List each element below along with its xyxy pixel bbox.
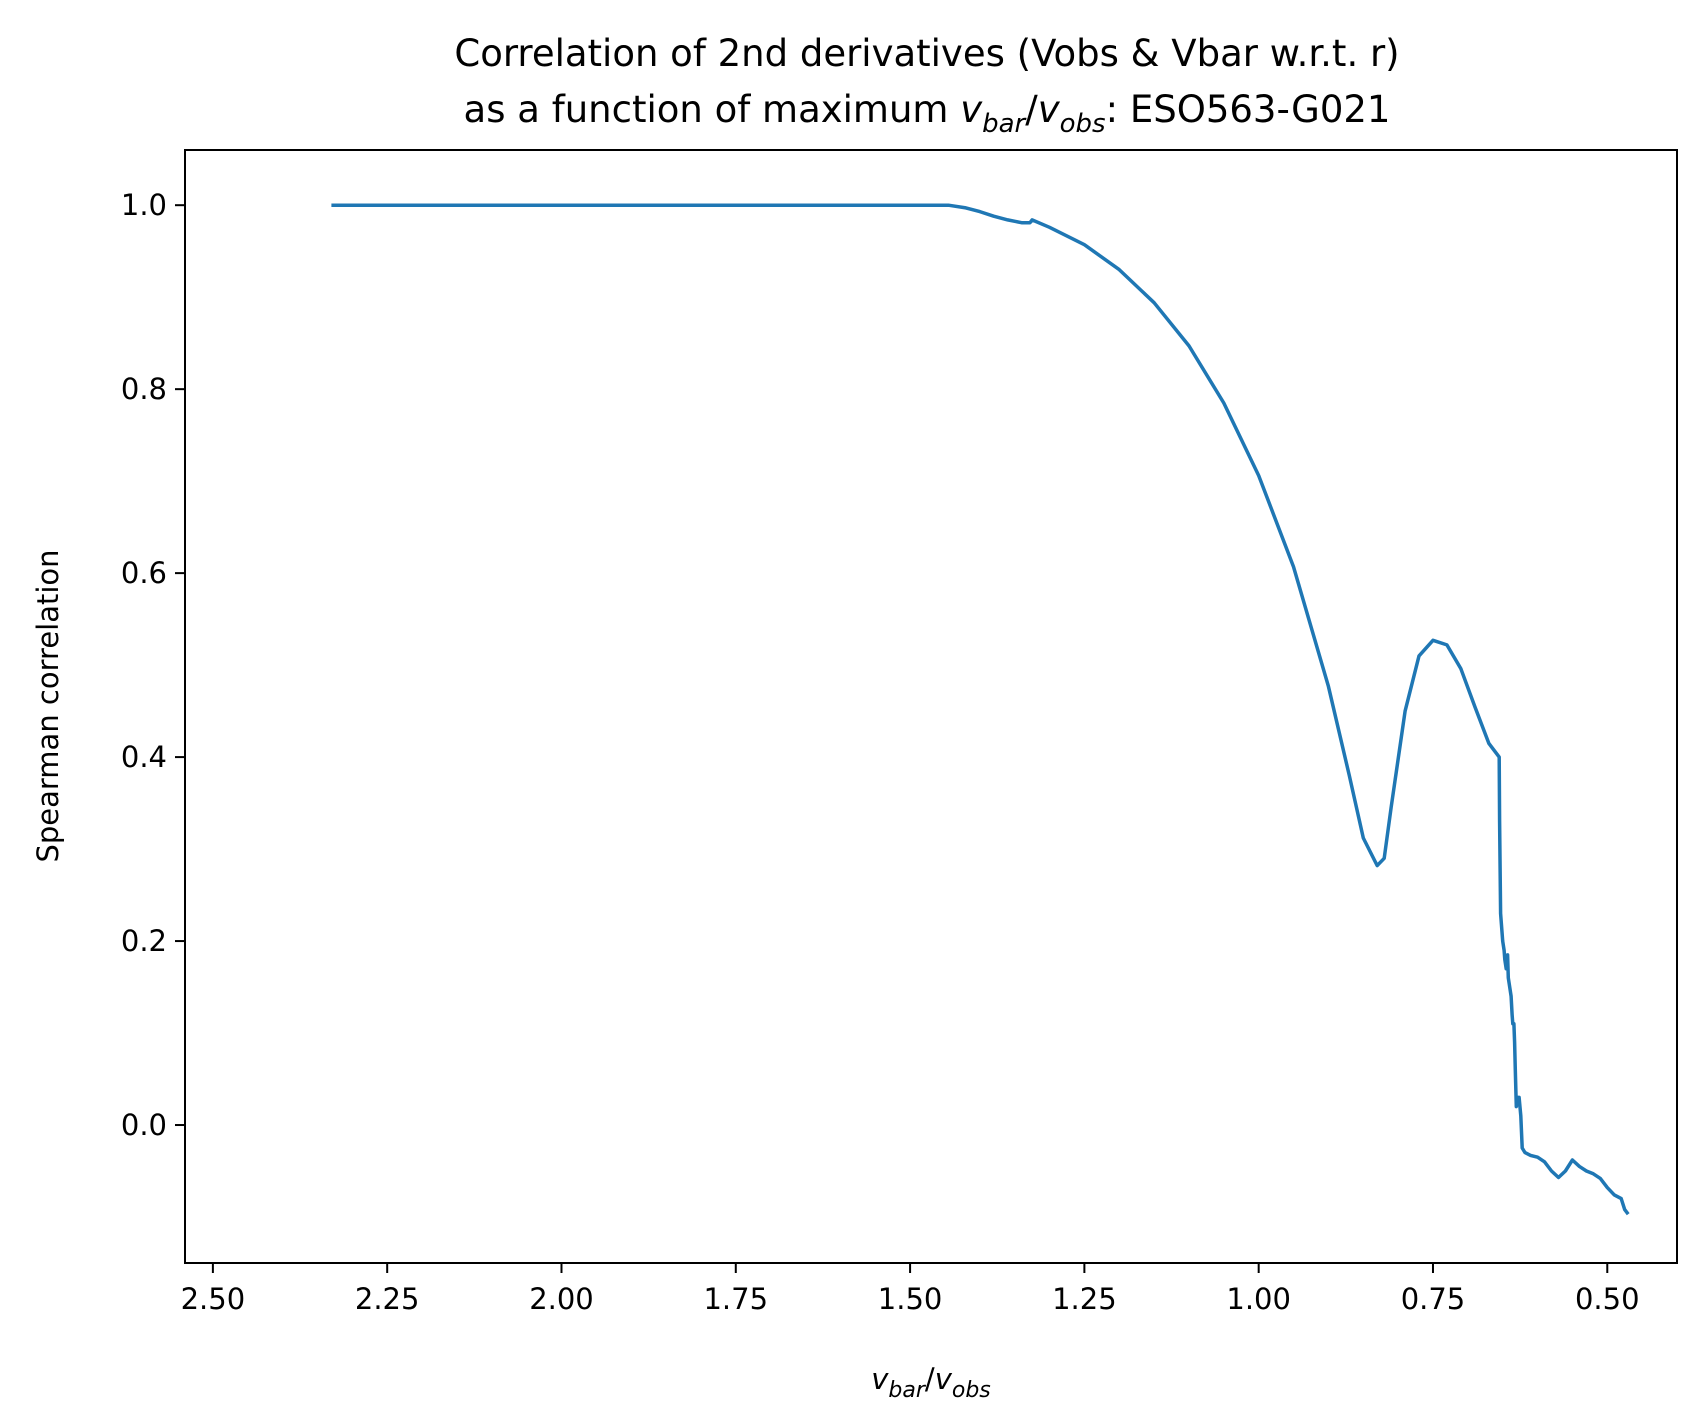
y-tick-label: 0.4 xyxy=(121,740,167,774)
y-tick-label: 0.8 xyxy=(121,372,167,406)
x-tick-label: 2.50 xyxy=(181,1282,246,1316)
y-tick-label: 0.2 xyxy=(121,924,167,958)
plot-frame xyxy=(184,149,1678,1264)
x-tick-label: 2.25 xyxy=(355,1282,420,1316)
x-axis-ticks: 2.50 2.25 2.00 1.75 1.50 1.25 1.00 0.75 0.50 xyxy=(181,1263,1640,1316)
x-tick-label: 1.50 xyxy=(878,1282,943,1316)
chart-title-line2-prefix: as a function of maximum xyxy=(464,88,961,131)
y-tick-label: 0.6 xyxy=(121,556,167,590)
x-tick-label: 1.75 xyxy=(703,1282,768,1316)
x-tick-label: 0.75 xyxy=(1401,1282,1466,1316)
y-tick-label: 0.0 xyxy=(121,1108,167,1142)
chart-title-line2: as a function of maximum vbar/vobs: ESO5… xyxy=(464,88,1391,139)
y-tick-label: 1.0 xyxy=(121,188,167,222)
x-tick-label: 2.00 xyxy=(529,1282,594,1316)
series-line-0 xyxy=(331,203,1630,1216)
x-tick-label: 0.50 xyxy=(1575,1282,1640,1316)
x-axis-label: vbar/vobs xyxy=(871,1362,991,1403)
series-layer xyxy=(331,203,1630,1216)
y-axis-label: Spearman correlation xyxy=(31,549,65,862)
chart-title-line2-suffix: : ESO563-G021 xyxy=(1106,88,1391,131)
y-axis-ticks: 0.0 0.2 0.4 0.6 0.8 1.0 xyxy=(121,188,185,1142)
chart-title-line1: Correlation of 2nd derivatives (Vobs & V… xyxy=(454,32,1399,75)
x-tick-label: 1.25 xyxy=(1052,1282,1117,1316)
x-tick-label: 1.00 xyxy=(1226,1282,1291,1316)
